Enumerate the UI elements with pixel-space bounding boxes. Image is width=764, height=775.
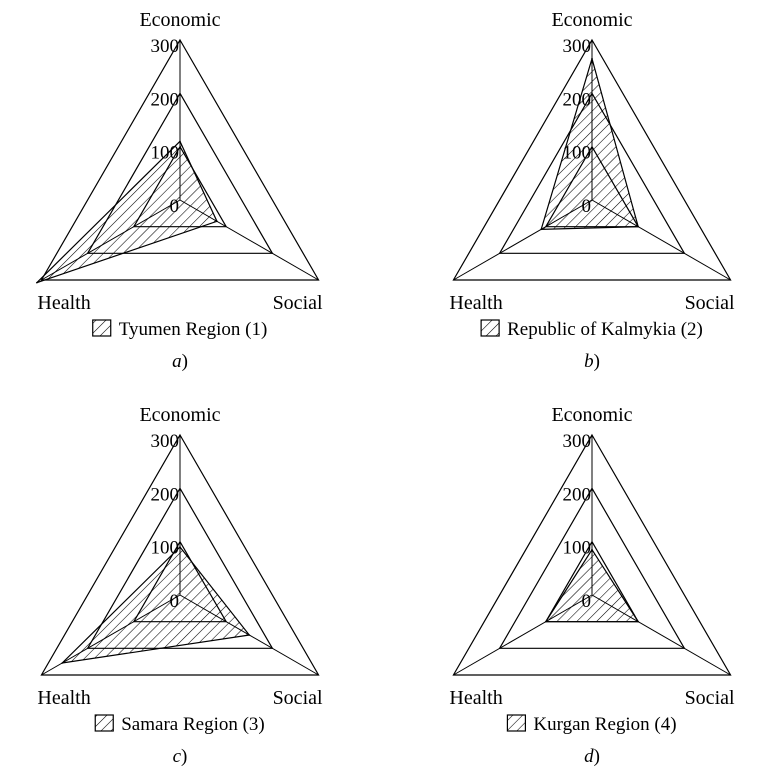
legend: Samara Region (3) <box>94 714 265 735</box>
tick-label: 200 <box>563 89 592 110</box>
tick-label: 100 <box>563 538 592 559</box>
tick-label: 200 <box>563 484 592 505</box>
tick-label: 100 <box>563 143 592 164</box>
data-point-health <box>61 662 64 664</box>
axis-label-social: Social <box>273 687 323 709</box>
legend-swatch <box>94 714 114 732</box>
legend-label: Samara Region (3) <box>121 714 265 735</box>
grid-triangle-300 <box>452 38 732 281</box>
tick-label: 300 <box>563 36 592 57</box>
axis-label-health: Health <box>449 292 502 314</box>
grid-triangle-300 <box>40 433 320 676</box>
axis-label-social: Social <box>685 292 735 314</box>
data-point-health <box>540 228 542 231</box>
data-point-social <box>637 225 639 228</box>
grid-triangle-200 <box>86 487 274 649</box>
tick-label: 200 <box>151 89 180 110</box>
data-point-economic <box>591 548 593 551</box>
grid-triangle-300 <box>452 433 732 676</box>
tick-label: 0 <box>170 591 180 612</box>
grid-triangle-200 <box>498 487 686 649</box>
data-point-economic <box>179 546 181 548</box>
series-area <box>540 56 639 230</box>
tick-label: 100 <box>151 538 180 559</box>
grid-triangle-200 <box>498 92 686 254</box>
legend-swatch <box>92 319 112 337</box>
legend-label: Tyumen Region (1) <box>119 319 268 340</box>
radar-panel-d: 0 100 200 300 Economic Social Health Kurgan Reg… <box>449 404 735 767</box>
axis-label-social: Social <box>273 292 323 314</box>
axis-label-health: Health <box>37 687 90 709</box>
axis-label-economic: Economic <box>551 9 632 31</box>
axis-label-economic: Economic <box>139 404 220 426</box>
data-point-social <box>216 220 218 223</box>
tick-label: 0 <box>582 196 592 217</box>
data-point-social <box>637 620 639 623</box>
series-area <box>36 140 218 284</box>
legend: Republic of Kalmykia (2) <box>480 319 703 340</box>
panel-caption: b) <box>584 351 600 372</box>
legend: Kurgan Region (4) <box>506 714 677 735</box>
legend: Tyumen Region (1) <box>92 319 268 340</box>
panel-caption: d) <box>584 746 600 767</box>
legend-swatch <box>506 714 527 732</box>
axis-label-economic: Economic <box>139 9 220 31</box>
radar-panel-c: 0 100 200 300 Economic Social Health Samara Reg… <box>37 404 323 767</box>
tick-label: 100 <box>151 143 180 164</box>
legend-swatch <box>480 319 500 337</box>
panel-caption: c) <box>173 746 188 767</box>
tick-label: 300 <box>563 431 592 452</box>
axis-label-economic: Economic <box>551 404 632 426</box>
axis-label-social: Social <box>685 687 735 709</box>
data-point-economic <box>179 140 181 143</box>
legend-label: Kurgan Region (4) <box>533 714 676 735</box>
tick-label: 0 <box>582 591 592 612</box>
tick-label: 200 <box>151 484 180 505</box>
legend-label: Republic of Kalmykia (2) <box>507 319 703 340</box>
data-point-social <box>248 634 251 636</box>
tick-label: 300 <box>151 36 180 57</box>
panel-caption: a) <box>172 351 188 372</box>
axis-label-health: Health <box>37 292 90 314</box>
grid-triangle-300 <box>40 38 320 281</box>
series-area <box>544 548 640 623</box>
radar-panel-a: 0 100 200 300 Economic Social Health Tyumen Reg… <box>36 9 323 372</box>
data-point-health <box>36 281 38 284</box>
tick-label: 300 <box>151 431 180 452</box>
tick-label: 0 <box>170 196 180 217</box>
data-point-economic <box>591 57 593 60</box>
data-point-health <box>545 620 547 623</box>
series-area <box>60 546 251 664</box>
grid-triangle-200 <box>86 92 274 254</box>
axis-label-health: Health <box>449 687 502 709</box>
